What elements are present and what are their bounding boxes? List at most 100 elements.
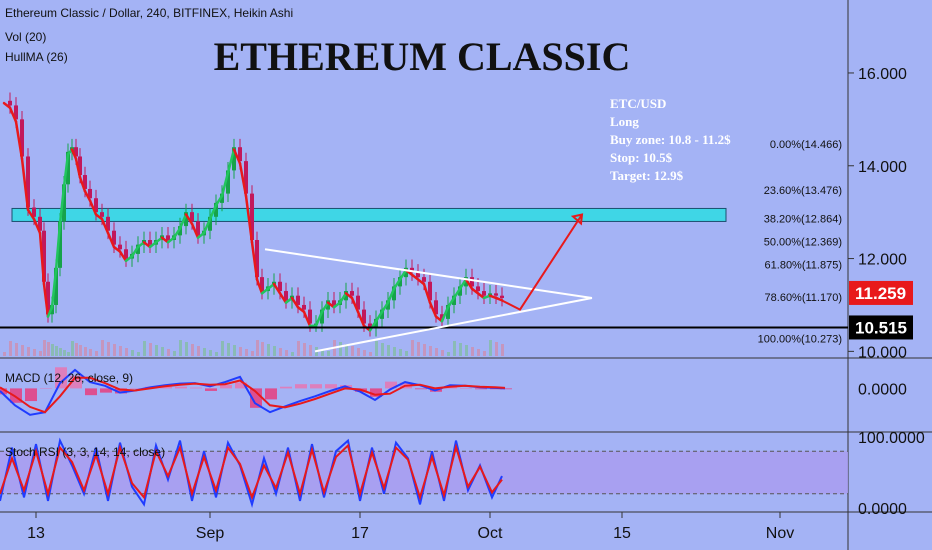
macd-histogram-bar xyxy=(100,388,112,393)
hull-ma-segment xyxy=(172,227,182,239)
volume-bar xyxy=(15,343,18,356)
macd-histogram-bar xyxy=(130,388,142,389)
candle-body xyxy=(494,293,498,296)
volume-bar xyxy=(435,348,438,356)
candle-body xyxy=(404,267,408,278)
macd-histogram-bar xyxy=(235,382,247,389)
hull-ma-segment xyxy=(142,241,152,249)
candle-body xyxy=(74,147,78,157)
volume-bar xyxy=(137,352,140,356)
time-tick-label: 17 xyxy=(351,525,369,542)
candle-body xyxy=(278,281,282,292)
volume-bar xyxy=(51,344,54,356)
volume-bar xyxy=(351,346,354,356)
volume-bar xyxy=(471,347,474,356)
candle-body xyxy=(440,314,444,319)
stoch-rsi-k-line xyxy=(0,437,503,509)
fib-level-label: 61.80%(11.875) xyxy=(765,259,842,271)
volume-bar xyxy=(483,351,486,356)
hull-ma-segment xyxy=(154,236,164,244)
volume-bar xyxy=(233,345,236,356)
hull-ma-segment xyxy=(238,162,248,198)
hull-ma-segment xyxy=(14,120,24,161)
resistance-zone xyxy=(11,207,727,222)
volume-bar xyxy=(221,341,224,356)
macd-histogram-bar xyxy=(250,388,262,408)
candle-body xyxy=(250,193,254,240)
volume-bar xyxy=(9,341,12,356)
price-badge-label: 11.259 xyxy=(855,284,906,303)
candle-body xyxy=(14,105,18,120)
trade-note-line: Target: 12.9$ xyxy=(610,168,684,183)
candle-body xyxy=(374,318,378,329)
hull-ma-segment xyxy=(208,203,218,221)
volume-bar xyxy=(297,341,300,356)
candle-body xyxy=(83,175,87,189)
fib-level-label: 100.00%(10.273) xyxy=(758,334,842,346)
candle-body xyxy=(54,267,58,305)
volume-bar xyxy=(59,348,62,356)
candle-body xyxy=(196,221,200,236)
macd-histogram-bar xyxy=(0,388,7,395)
hull-ma-segment xyxy=(344,292,354,300)
volume-bar xyxy=(125,348,128,356)
hull-ma-segment xyxy=(100,217,110,235)
hull-ma-segment xyxy=(452,287,462,300)
hull-ma-segment xyxy=(464,278,474,290)
volume-bar xyxy=(167,349,170,356)
hull-ma-segment xyxy=(446,296,456,309)
hull-ma-segment xyxy=(244,194,254,244)
volume-bar xyxy=(185,342,188,356)
hull-ma-segment xyxy=(78,176,87,193)
candle-body xyxy=(112,230,116,245)
trade-note-line: Long xyxy=(610,114,639,129)
volume-bar xyxy=(173,351,176,356)
fib-level-label: 78.60%(11.170) xyxy=(765,292,842,304)
hull-ma-segment xyxy=(380,301,390,314)
volume-bar xyxy=(84,347,87,356)
candle-body xyxy=(368,323,372,329)
candle-body xyxy=(386,300,390,310)
volume-bar xyxy=(179,340,182,356)
volume-bar xyxy=(387,345,390,356)
hull-ma-segment xyxy=(136,241,146,249)
volume-bar xyxy=(285,350,288,356)
candle-body xyxy=(260,277,264,292)
candle-body xyxy=(220,193,224,203)
macd-histogram-bar xyxy=(40,388,52,389)
candles xyxy=(8,92,504,337)
hull-ma-segment xyxy=(148,241,158,249)
candle-body xyxy=(106,216,110,231)
hull-ma-segment xyxy=(112,245,122,253)
candle-body xyxy=(232,147,236,171)
candle-body xyxy=(476,286,480,292)
hull-ma-segment xyxy=(58,185,66,226)
hull-ma-segment xyxy=(190,222,200,239)
macd-histogram-bar xyxy=(55,367,67,389)
candle-body xyxy=(26,156,30,208)
price-tick-label: 12.000 xyxy=(858,252,907,269)
volume-bar xyxy=(119,346,122,356)
candle-body xyxy=(302,304,306,310)
volume-bar xyxy=(477,349,480,356)
volume-bar xyxy=(256,340,259,356)
hull-ma-segment xyxy=(272,282,282,295)
hull-ma-segment xyxy=(458,278,468,290)
price-tick-label: 10.000 xyxy=(858,344,907,361)
trade-note-line: ETC/USD xyxy=(610,96,666,111)
candle-body xyxy=(32,207,36,217)
volume-bar xyxy=(107,342,110,356)
candle-body xyxy=(255,240,259,278)
volume-bar xyxy=(339,342,342,356)
hull-ma-segment xyxy=(226,148,236,174)
time-tick-label: Sep xyxy=(196,525,225,542)
fib-level-label: 38.20%(12.864) xyxy=(764,213,842,225)
volume-bar xyxy=(239,347,242,356)
candle-body xyxy=(458,286,462,296)
macd-histogram-bar xyxy=(190,387,202,389)
hull-ma-segment xyxy=(202,217,212,235)
time-tick-label: Nov xyxy=(766,525,794,542)
hull-ma-segment xyxy=(160,236,170,244)
volume-bar xyxy=(441,350,444,356)
